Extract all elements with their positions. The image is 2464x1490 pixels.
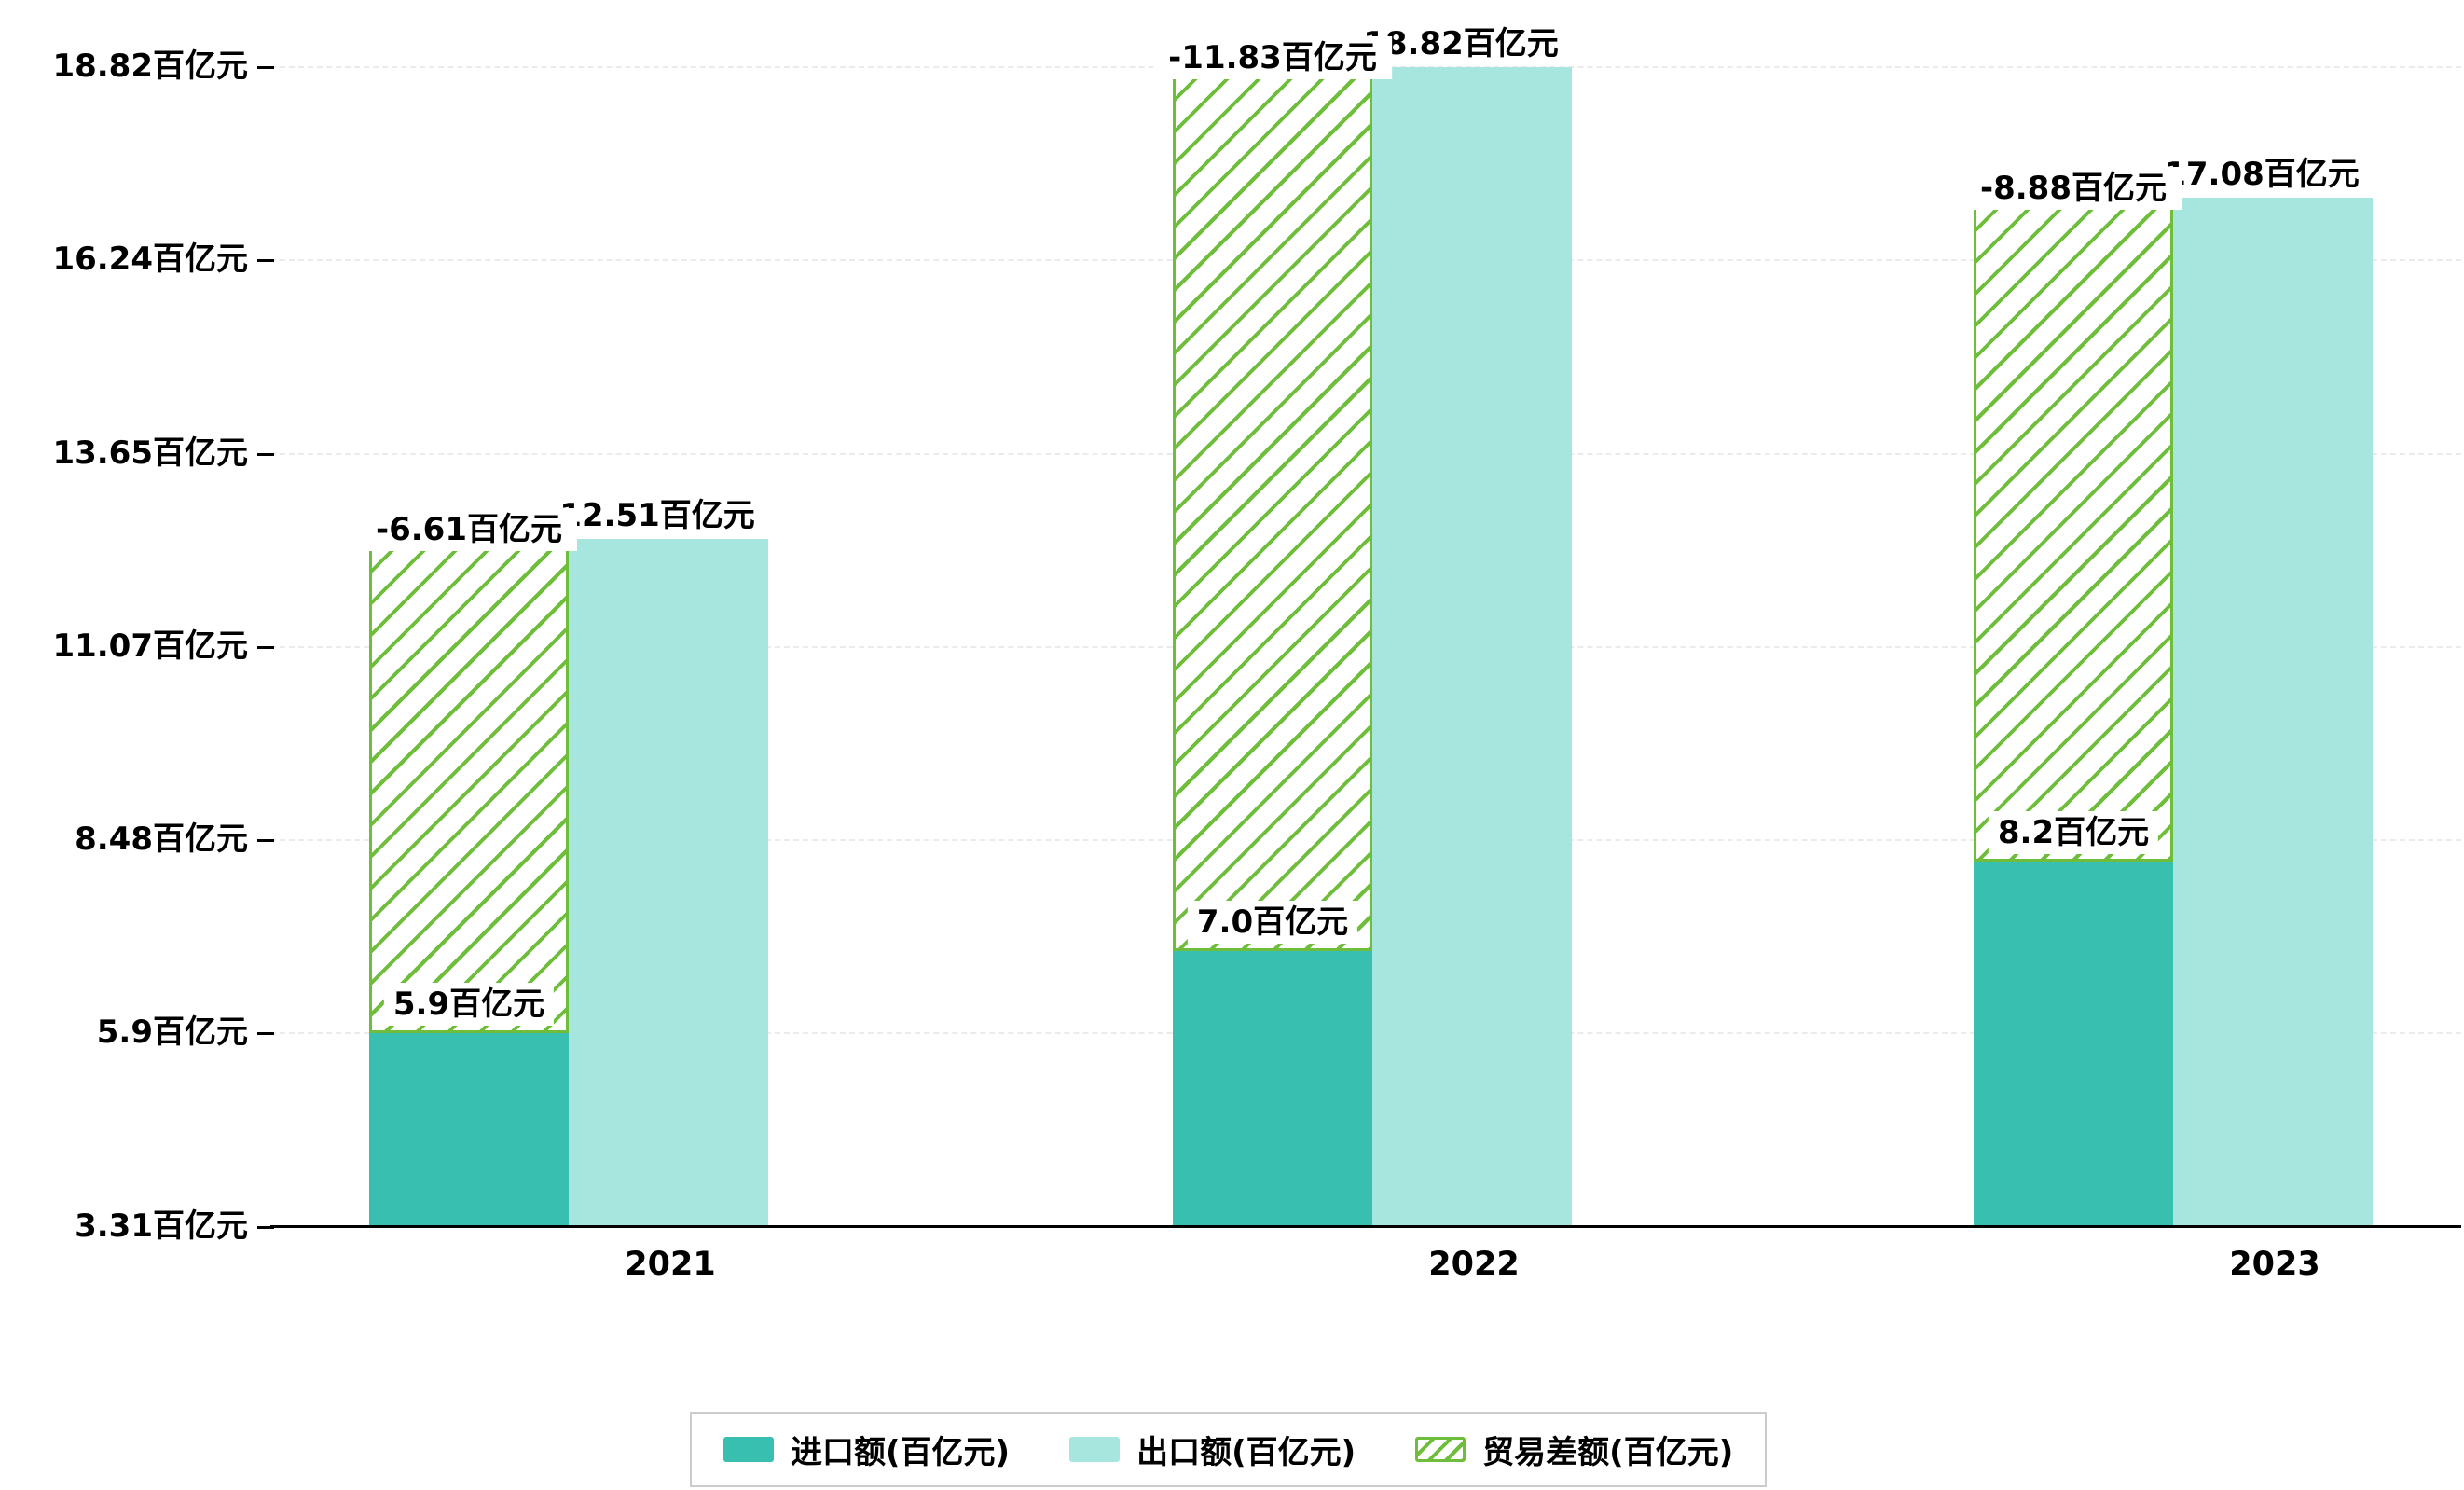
y-axis-label: 18.82百亿元 bbox=[52, 48, 248, 85]
import-value-label: 7.0百亿元 bbox=[1187, 901, 1358, 945]
legend-label-export: 出口额(百亿元) bbox=[1136, 1434, 1356, 1471]
y-axis-tick bbox=[257, 1226, 274, 1229]
y-axis-label: 16.24百亿元 bbox=[52, 240, 248, 278]
export-bar[interactable] bbox=[569, 539, 768, 1227]
y-axis-label: 8.48百亿元 bbox=[75, 821, 248, 859]
y-axis-tick bbox=[257, 452, 274, 456]
trade-balance-value-label: -8.88百亿元 bbox=[1965, 166, 2182, 210]
import-value-label: 8.2百亿元 bbox=[1988, 810, 2159, 854]
y-axis-tick bbox=[257, 258, 274, 262]
legend-label-import: 进口额(百亿元) bbox=[791, 1434, 1011, 1471]
y-axis-label: 5.9百亿元 bbox=[96, 1014, 248, 1052]
trade-balance-bar[interactable] bbox=[1173, 67, 1372, 952]
legend-label-trade-balance: 贸易差额(百亿元) bbox=[1482, 1434, 1734, 1471]
legend: 进口额(百亿元) 出口额(百亿元) 贸易差额(百亿元) bbox=[690, 1412, 1768, 1487]
import-series-swatch-icon bbox=[723, 1437, 774, 1462]
y-axis-label: 3.31百亿元 bbox=[75, 1207, 248, 1245]
export-value-label: 12.51百亿元 bbox=[550, 494, 764, 538]
trade-balance-series-swatch-icon bbox=[1415, 1437, 1466, 1462]
y-axis-label: 13.65百亿元 bbox=[52, 434, 248, 472]
x-axis-label: 2022 bbox=[1428, 1246, 1520, 1283]
x-axis-line bbox=[270, 1225, 2461, 1228]
y-axis-tick bbox=[257, 839, 274, 843]
y-axis-label: 11.07百亿元 bbox=[52, 627, 248, 665]
trade-balance-bar[interactable] bbox=[369, 539, 569, 1034]
y-axis-tick bbox=[257, 66, 274, 69]
legend-item-trade-balance[interactable]: 贸易差额(百亿元) bbox=[1415, 1427, 1733, 1472]
import-value-label: 5.9百亿元 bbox=[383, 983, 555, 1027]
export-value-label: 17.08百亿元 bbox=[2154, 152, 2369, 196]
y-axis-tick bbox=[257, 645, 274, 649]
import-bar[interactable] bbox=[369, 1033, 569, 1227]
x-axis-label: 2023 bbox=[2229, 1246, 2320, 1283]
export-bar[interactable] bbox=[2173, 197, 2373, 1227]
import-bar[interactable] bbox=[1173, 951, 1372, 1227]
y-axis-tick bbox=[257, 1032, 274, 1036]
trade-balance-value-label: -6.61百亿元 bbox=[361, 508, 577, 552]
trade-balance-bar[interactable] bbox=[1974, 197, 2173, 862]
x-axis-label: 2021 bbox=[625, 1246, 716, 1283]
legend-item-import[interactable]: 进口额(百亿元) bbox=[723, 1427, 1010, 1472]
legend-item-export[interactable]: 出口额(百亿元) bbox=[1069, 1427, 1356, 1472]
import-bar[interactable] bbox=[1974, 861, 2173, 1227]
trade-balance-value-label: -11.83百亿元 bbox=[1153, 36, 1392, 79]
export-bar[interactable] bbox=[1372, 67, 1572, 1227]
export-series-swatch-icon bbox=[1069, 1437, 1121, 1462]
